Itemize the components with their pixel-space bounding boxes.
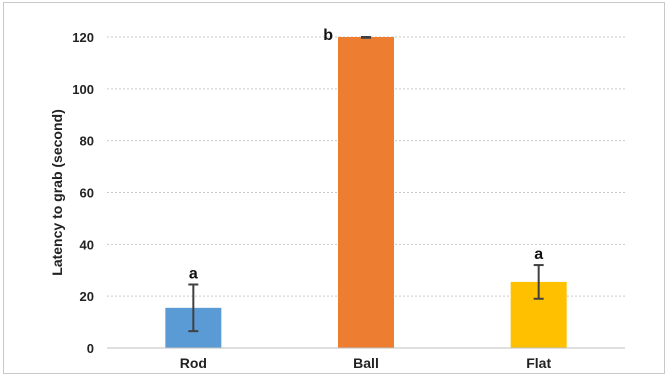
x-tick-label: Ball (353, 355, 379, 371)
y-tick-labels: 0 20 40 60 80 100 120 (72, 30, 94, 356)
y-tick-label: 120 (72, 30, 94, 45)
y-tick-label: 0 (87, 341, 94, 356)
error-bars (188, 36, 544, 333)
y-tick-label: 40 (80, 237, 94, 252)
x-tick-label: Rod (180, 355, 207, 371)
y-tick-label: 100 (72, 82, 94, 97)
significance-letter: a (534, 246, 543, 263)
bar (338, 37, 394, 348)
significance-letter: a (189, 266, 198, 283)
bars (165, 37, 567, 348)
error-bar (188, 283, 199, 333)
error-bar (533, 264, 544, 300)
x-tick-labels: Rod Ball Flat (180, 355, 552, 371)
error-bar (361, 36, 371, 39)
x-tick-label: Flat (526, 355, 551, 371)
y-axis-label: Latency to grab (second) (49, 109, 65, 275)
y-tick-label: 20 (80, 289, 94, 304)
significance-letter: b (323, 27, 333, 44)
significance-labels: a b a (189, 27, 543, 283)
y-tick-label: 60 (80, 186, 94, 201)
y-tick-label: 80 (80, 134, 94, 149)
